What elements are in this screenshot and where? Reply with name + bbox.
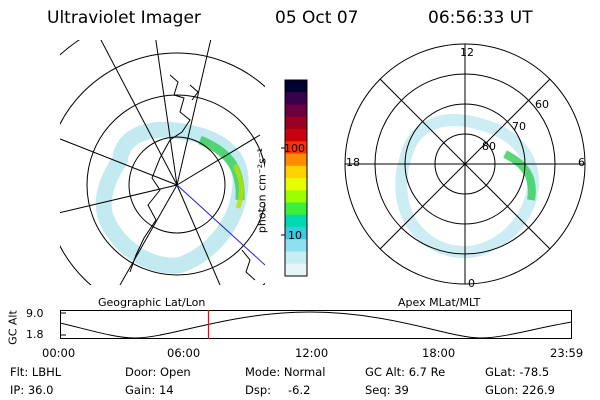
- status-dsp-value: -6.2: [288, 383, 311, 397]
- polar-hour-18: 18: [346, 156, 360, 169]
- status-ip: IP: 36.0: [10, 383, 54, 397]
- status-seq: Seq: 39: [365, 383, 409, 397]
- colorbar-segment: [285, 190, 307, 203]
- timeline-xtick-1800: 18:00: [422, 346, 456, 360]
- polar-lat-80: 80: [482, 140, 496, 153]
- colorbar-segment: [285, 80, 307, 93]
- colorbar-tick-100: 100: [284, 142, 305, 155]
- polar-lat-70: 70: [512, 120, 526, 133]
- colorbar-segment: [285, 251, 307, 265]
- polar-plot: [344, 43, 586, 285]
- date-label: 05 Oct 07: [275, 8, 359, 28]
- timeline-ytick-high: 9.0: [26, 307, 44, 320]
- colorbar-segment: [285, 129, 307, 142]
- colorbar-segment: [285, 202, 307, 216]
- colorbar-segment: [285, 116, 307, 130]
- geographic-map: [60, 40, 265, 285]
- status-dsp-label: Dsp:: [245, 383, 272, 397]
- colorbar-segment: [285, 92, 307, 105]
- colorbar-tick-10: 10: [288, 229, 302, 242]
- status-gain: Gain: 14: [125, 383, 174, 397]
- colorbar-segment: [285, 239, 307, 252]
- polar-lat-60: 60: [535, 98, 549, 111]
- timeline-xtick-2359: 23:59: [550, 346, 584, 360]
- colorbar-unit-label: photon cm⁻²s⁻¹: [255, 147, 269, 234]
- colorbar-segment: [285, 165, 307, 179]
- polar-hour-0: 0: [468, 277, 475, 290]
- timeline-axis-label: GC Alt: [6, 310, 20, 345]
- timeline-ytick-low: 1.8: [26, 328, 44, 341]
- colorbar-segment: [285, 227, 307, 240]
- altitude-curve: [60, 311, 572, 339]
- status-glat: GLat: -78.5: [485, 365, 550, 379]
- polar-hour-6: 6: [578, 156, 585, 169]
- colorbar-segment: [285, 104, 307, 118]
- colorbar-segment: [285, 153, 307, 167]
- timeline-panel: [60, 310, 572, 339]
- apex-panel-label: Apex MLat/MLT: [398, 296, 481, 309]
- colorbar-segment: [285, 263, 307, 277]
- colorbar-segment: [285, 141, 307, 154]
- status-glon: GLon: 226.9: [485, 383, 555, 397]
- colorbar-segment: [285, 178, 307, 191]
- status-flt: Flt: LBHL: [10, 365, 62, 379]
- instrument-title: Ultraviolet Imager: [47, 8, 201, 28]
- colorbar: [281, 79, 308, 277]
- timeline-xtick-0000: 00:00: [42, 346, 76, 360]
- timeline-xtick-1200: 12:00: [295, 346, 329, 360]
- time-label: 06:56:33 UT: [428, 8, 533, 28]
- status-mode: Mode: Normal: [245, 365, 326, 379]
- colorbar-segment: [285, 214, 307, 228]
- timeline-xtick-0600: 06:00: [167, 346, 201, 360]
- status-door: Door: Open: [125, 365, 191, 379]
- geographic-panel-label: Geographic Lat/Lon: [98, 296, 206, 309]
- status-gc-alt: GC Alt: 6.7 Re: [365, 365, 446, 379]
- polar-hour-12: 12: [460, 46, 474, 59]
